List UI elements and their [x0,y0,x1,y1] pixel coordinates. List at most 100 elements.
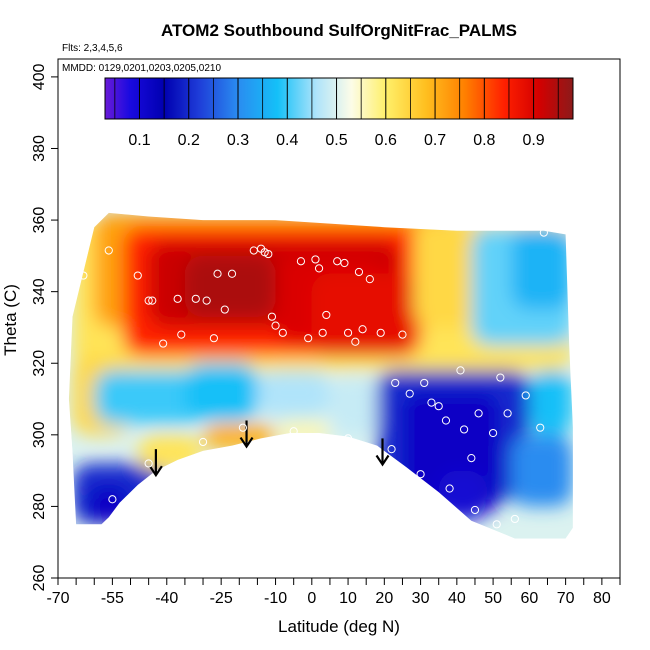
colorbar-tick-label: 0.3 [227,132,249,149]
observation-point [220,305,229,314]
x-tick-label: 40 [448,590,466,607]
field-cell [311,273,414,357]
field-cell [511,434,573,507]
field-blobs [72,212,573,525]
observation-point [391,378,400,388]
observation-point [144,296,153,305]
observation-point [503,409,512,418]
observation-point [148,296,157,305]
observation-point [213,269,222,278]
x-tick-label: -70 [46,590,69,607]
arrow-head [375,454,390,467]
field-cell [511,227,573,310]
observation-point [405,389,414,398]
observation-point [198,437,208,447]
y-tick-label: 280 [31,493,48,520]
observation-point [238,423,248,432]
x-tick-label: 50 [484,590,502,607]
observation-point [209,334,219,343]
observation-point [376,328,385,337]
flights-label: Flts: 2,3,4,5,6 [62,43,123,54]
observation-point [227,269,237,278]
y-tick-label: 300 [31,421,48,448]
observation-point [427,398,436,407]
x-tick-label: -55 [101,590,124,607]
observation-point [278,328,287,337]
observation-point [304,334,313,343]
observation-point [318,328,327,337]
observation-point [108,495,117,504]
observation-point [536,423,545,432]
y-tick-label: 260 [31,565,48,592]
colorbar-tick-label: 0.5 [325,132,347,149]
observation-point [340,258,349,268]
observation-point [456,366,465,375]
observation-point [311,255,320,264]
field-cell [529,370,573,435]
arrow-head [148,465,163,478]
observation-point [343,328,353,337]
observation-point [365,275,374,284]
x-tick-label: 80 [593,590,611,607]
colorbar-tick-label: 0.7 [424,132,446,149]
observation-point [177,330,186,339]
dates-label: MMDD: 0129,0201,0203,0205,0210 [62,63,221,74]
observation-point [314,264,324,273]
arrow-head [239,436,254,449]
colorbar-tick-label: 0.9 [522,132,544,149]
x-tick-label: 60 [520,590,538,607]
field-cell [329,377,385,435]
observation-point [354,267,364,277]
observation-point [441,416,451,425]
observation-point [202,296,211,305]
observation-point [398,330,407,339]
y-tick-label: 340 [31,278,48,305]
x-axis: -70 -55 -40 -25 -10 0 10 20 30 40 50 60 70 80 [46,578,621,607]
observation-point [267,312,277,321]
x-tick-label: 20 [375,590,393,607]
colorbar-tick-label: 0.6 [375,132,397,149]
x-tick-label: 10 [339,590,357,607]
observation-point [488,428,498,438]
observation-point [434,402,443,411]
x-axis-label: Latitude (deg N) [278,617,400,636]
observation-point [467,453,476,463]
observation-point [343,434,353,443]
field-cell [184,255,276,317]
x-tick-label: -40 [155,590,178,607]
observation-point [420,378,429,388]
plot-frame [57,58,621,579]
y-tick-label: 400 [31,63,48,90]
observation-point [387,445,396,454]
x-tick-label: -25 [210,590,233,607]
observation-point [144,459,153,468]
field-cell [413,220,486,328]
observation-markers [79,228,548,529]
observation-point [470,505,480,515]
colorbar-tick-label: 0.1 [128,132,150,149]
observation-point [271,321,280,330]
colorbar: 0.1 0.2 0.3 0.4 0.5 0.6 0.7 0.8 0.9 [104,77,574,149]
colorbar-frame [104,77,574,120]
x-tick-label: 0 [307,590,316,607]
observation-point [133,271,142,280]
observation-point [191,294,200,303]
observation-point [296,257,306,266]
field-cell [184,363,258,421]
x-tick-label: 70 [557,590,575,607]
observation-point [496,373,505,382]
observation-point [474,409,483,418]
observation-point [492,520,501,529]
field-cell [257,370,330,417]
observation-point [289,427,298,436]
observation-point [264,249,273,259]
y-tick-label: 360 [31,207,48,234]
observation-point [173,294,182,303]
observation-point [521,391,530,400]
x-tick-label: 30 [412,590,430,607]
field-cell [94,370,204,425]
observation-point [539,228,548,237]
observation-point [416,470,425,479]
y-axis-label: Theta (C) [1,284,20,356]
